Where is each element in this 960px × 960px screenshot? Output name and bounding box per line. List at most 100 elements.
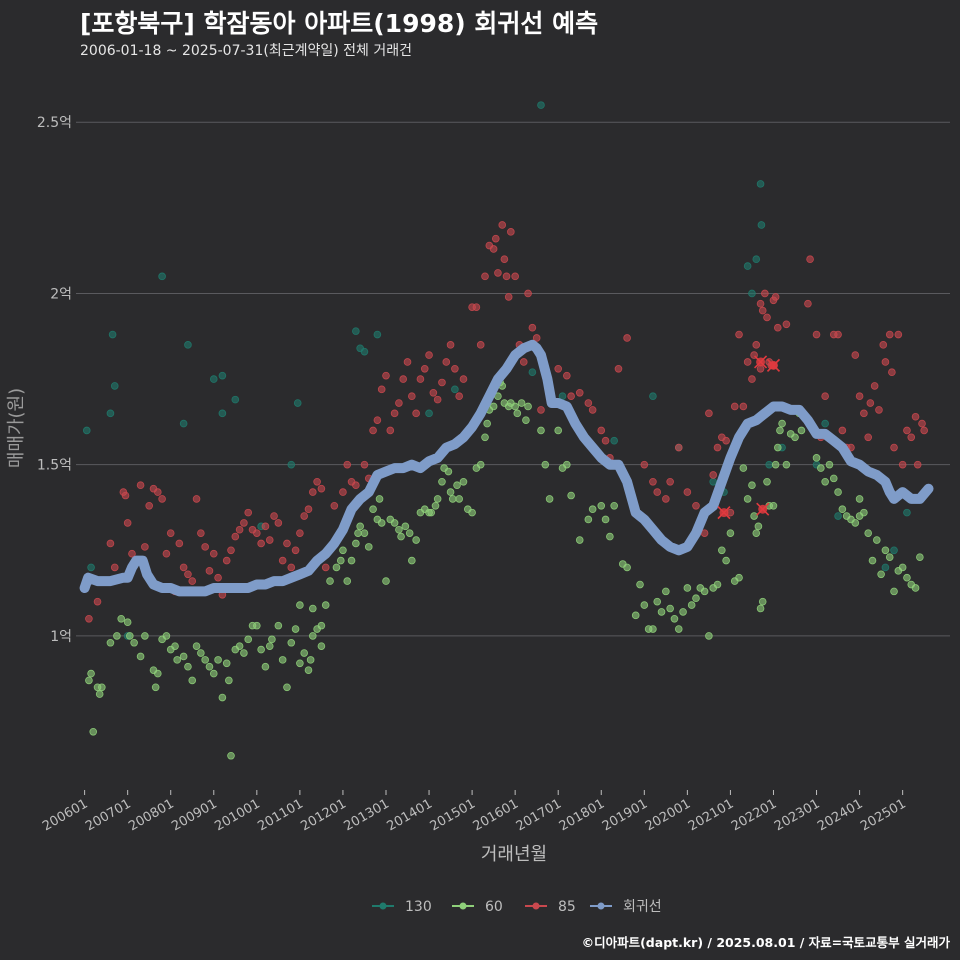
y-axis-label: 매매가(원) [6, 388, 27, 468]
point-85 [875, 406, 883, 414]
point-130 [87, 563, 95, 572]
point-60 [336, 556, 345, 565]
point-60 [85, 676, 93, 685]
point-60 [666, 604, 674, 613]
point-85 [399, 375, 408, 383]
x-tick-label: 202201 [729, 796, 779, 834]
point-85 [866, 399, 875, 407]
point-85 [253, 529, 261, 537]
point-85 [184, 570, 192, 579]
point-130 [752, 255, 761, 264]
point-85 [287, 563, 296, 572]
point-85 [739, 402, 748, 411]
point-60 [797, 426, 806, 435]
point-85 [761, 289, 769, 298]
point-85 [756, 299, 765, 308]
point-85 [640, 460, 649, 469]
point-85 [283, 539, 291, 548]
point-85 [597, 426, 606, 435]
point-85 [771, 293, 780, 301]
point-85 [110, 563, 119, 572]
point-85 [519, 358, 528, 366]
point-130 [106, 409, 115, 418]
point-130 [757, 221, 766, 229]
point-85 [920, 426, 928, 435]
point-60 [151, 683, 160, 692]
point-85 [614, 364, 623, 373]
point-60 [201, 656, 209, 664]
point-85 [860, 409, 868, 418]
point-85 [870, 382, 879, 390]
point-60 [791, 433, 799, 442]
point-130 [610, 436, 618, 445]
point-60 [567, 491, 575, 500]
x-tick-label: 202301 [772, 796, 822, 834]
point-60 [453, 481, 461, 490]
x-tick-label: 200901 [169, 796, 219, 834]
point-85 [821, 392, 829, 400]
y-gridlines [76, 121, 950, 637]
point-60 [444, 467, 453, 476]
point-85 [85, 614, 93, 623]
point-60 [304, 666, 313, 674]
point-85 [674, 443, 683, 452]
point-60 [868, 556, 877, 565]
point-60 [489, 402, 498, 411]
point-85 [489, 245, 498, 253]
point-60 [173, 656, 181, 664]
point-60 [631, 611, 640, 620]
point-85 [339, 488, 347, 496]
point-85 [446, 341, 455, 349]
point-130 [179, 419, 188, 428]
point-60 [483, 419, 491, 428]
point-60 [545, 495, 554, 503]
point-60 [911, 584, 920, 592]
point-130 [890, 546, 898, 555]
point-85 [730, 402, 739, 411]
legend-swatch-dot [379, 902, 387, 910]
point-60 [748, 481, 756, 490]
point-85 [804, 299, 812, 308]
point-60 [390, 519, 399, 527]
point-60 [679, 608, 687, 616]
highlight-marker [753, 355, 768, 369]
point-85 [773, 323, 782, 332]
point-85 [879, 341, 888, 349]
point-130 [158, 272, 166, 281]
x-tick-label: 201001 [212, 796, 262, 834]
point-60 [317, 642, 326, 650]
point-60 [739, 464, 748, 472]
regression-line-group [79, 339, 934, 597]
point-85 [373, 416, 382, 424]
point-60 [718, 546, 726, 555]
point-85 [313, 478, 321, 486]
point-60 [722, 556, 730, 565]
x-tick-label: 200601 [40, 796, 90, 834]
highlight-marker [766, 358, 781, 372]
point-85 [890, 443, 898, 452]
point-85 [179, 563, 188, 572]
point-60 [405, 529, 414, 537]
x-tick-label: 200801 [126, 796, 176, 834]
point-60 [136, 652, 145, 661]
point-60 [339, 546, 347, 555]
point-85 [274, 519, 283, 527]
point-130 [451, 385, 459, 394]
point-85 [907, 433, 916, 442]
point-60 [881, 546, 890, 555]
point-85 [898, 460, 907, 469]
point-85 [136, 481, 145, 490]
y-tick-label: 1.5억 [37, 458, 72, 474]
point-85 [123, 519, 132, 527]
point-60 [517, 399, 526, 407]
point-60 [898, 563, 907, 572]
point-85 [231, 532, 240, 541]
legend-item-60: 60 [452, 899, 503, 915]
point-85 [420, 364, 429, 373]
x-tick-label: 202501 [858, 796, 908, 834]
legend-swatch-dot [597, 902, 605, 910]
point-60 [154, 669, 162, 678]
point-60 [726, 529, 735, 537]
point-85 [666, 478, 674, 486]
x-tick-label: 201601 [471, 796, 521, 834]
